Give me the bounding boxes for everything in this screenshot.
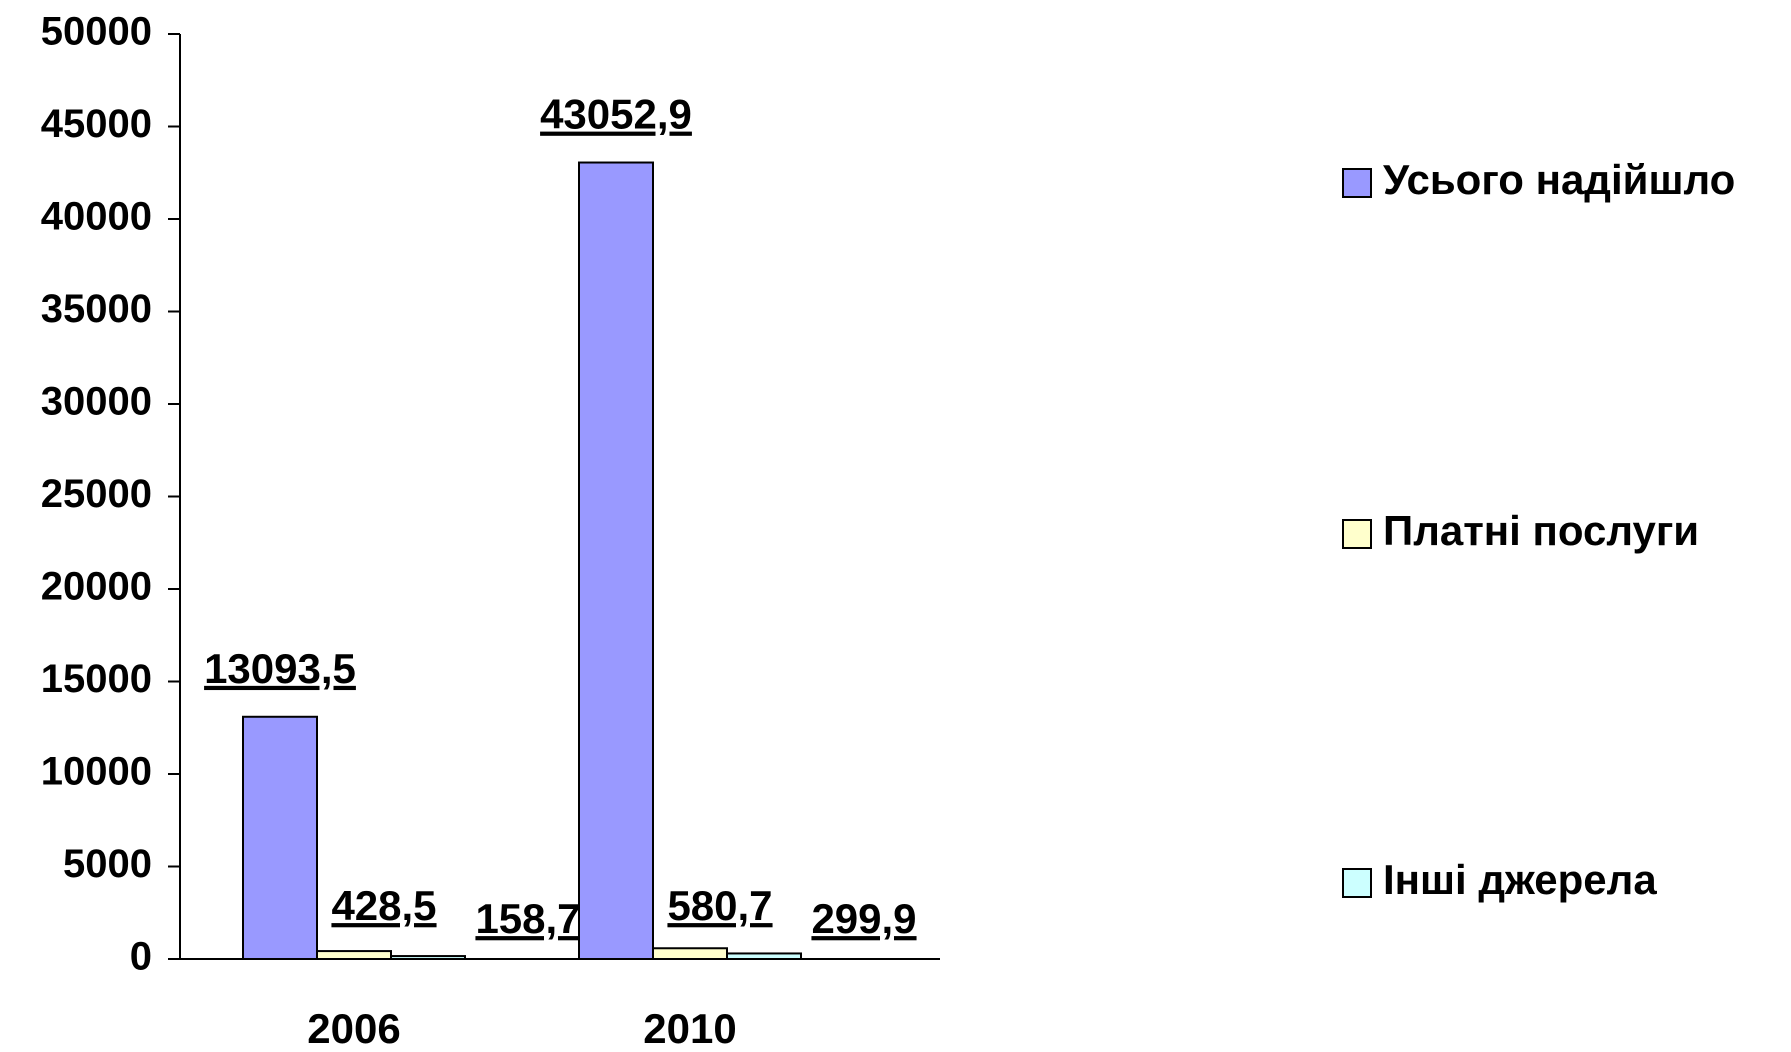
legend-label: Усього надійшло [1383,156,1735,203]
value-label: 299,9 [811,895,916,942]
y-tick-label: 20000 [41,565,152,609]
bar [578,161,654,960]
y-tick-label: 5000 [63,842,152,886]
value-label: 580,7 [667,882,772,929]
legend-swatch [1342,168,1372,198]
y-tick-label: 30000 [41,380,152,424]
bar [726,952,802,960]
y-tick-label: 0 [130,935,152,979]
value-label: 13093,5 [204,645,356,692]
y-tick-label: 10000 [41,750,152,794]
y-tick-label: 45000 [41,102,152,146]
bar [652,947,728,961]
bar [242,715,318,961]
x-tick-label: 2010 [643,1005,736,1052]
legend-label: Платні послуги [1383,507,1699,554]
value-label: 428,5 [331,882,436,929]
y-tick-label: 50000 [41,10,152,54]
y-tick-label: 40000 [41,195,152,239]
y-tick-label: 15000 [41,657,152,701]
legend-swatch [1342,519,1372,549]
legend-swatch [1342,868,1372,898]
bar [316,950,392,961]
value-label: 43052,9 [540,91,692,138]
value-label: 158,7 [475,895,580,942]
x-tick-label: 2006 [307,1005,400,1052]
legend-label: Інші джерела [1383,856,1657,903]
bar [390,955,466,960]
y-tick-label: 25000 [41,472,152,516]
y-tick-label: 35000 [41,287,152,331]
